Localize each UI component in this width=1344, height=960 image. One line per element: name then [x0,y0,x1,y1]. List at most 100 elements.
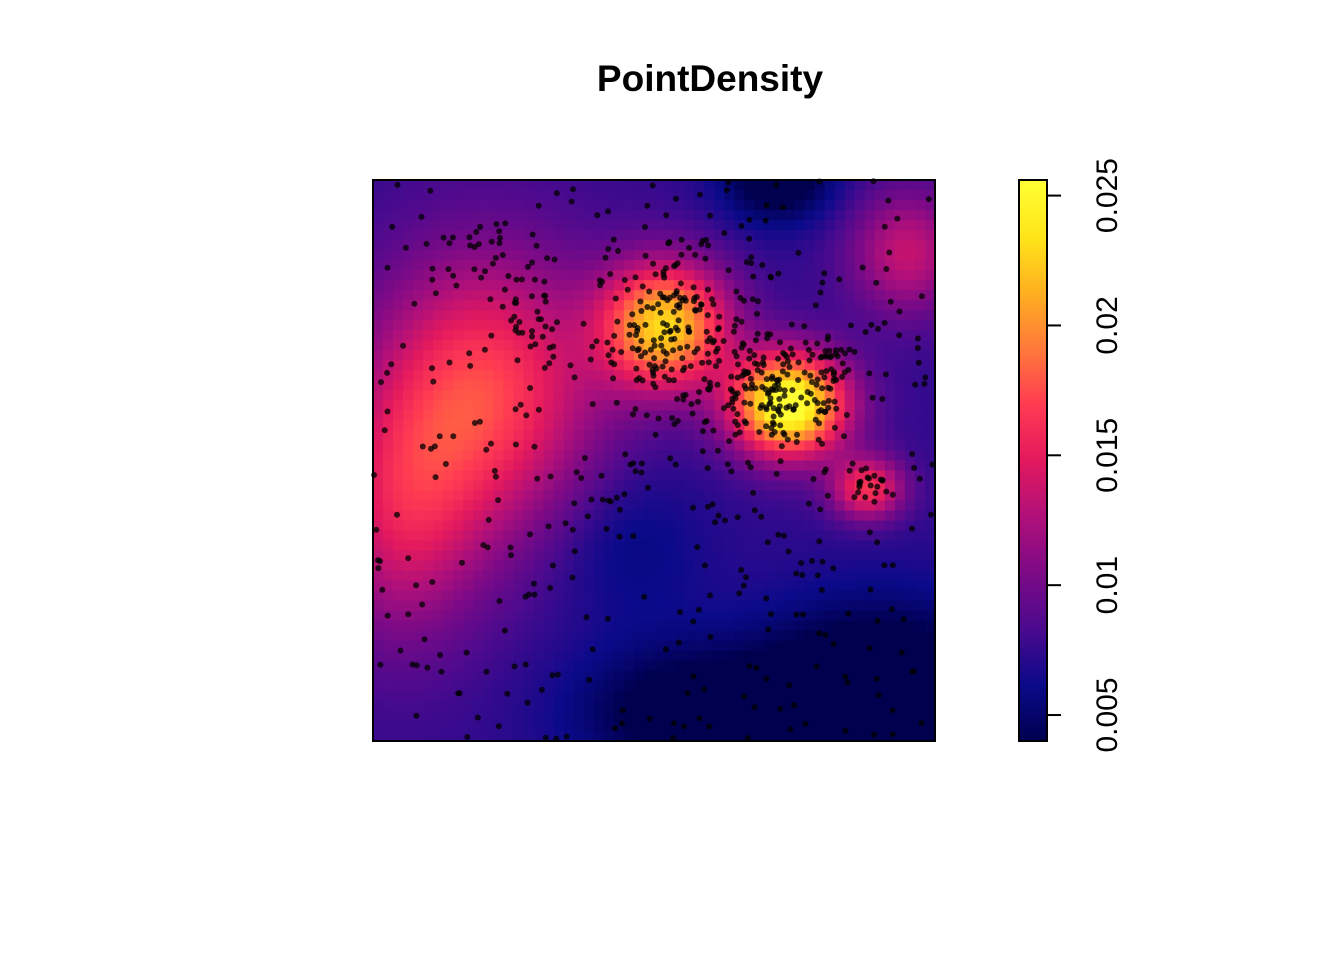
heatmap-cell [473,510,484,522]
heatmap-cell [654,620,665,632]
heatmap-cell [443,390,454,401]
heatmap-cell [563,650,575,662]
heatmap-cell [794,430,806,442]
chart-title: PointDensity [596,58,824,99]
heatmap-cell [834,570,846,582]
heatmap-cell [633,420,645,432]
heatmap-cell [483,680,495,692]
heatmap-cell [393,210,404,221]
heatmap-cell [714,590,725,602]
heatmap-cell [433,560,444,572]
heatmap-cell [613,380,625,391]
heatmap-cell [914,580,926,592]
heatmap-cell [473,550,484,562]
heatmap-cell [794,730,806,742]
heatmap-cell [864,680,876,692]
heatmap-cell [764,310,776,321]
heatmap-cell [744,360,755,371]
heatmap-cell [563,310,575,321]
heatmap-cell [824,510,836,522]
data-point [814,572,821,579]
heatmap-cell [533,590,545,602]
heatmap-cell [513,210,525,221]
heatmap-cell [643,500,655,512]
heatmap-cell [403,350,414,361]
heatmap-cell [744,550,755,562]
heatmap-cell [643,570,655,582]
heatmap-cell [503,340,515,351]
heatmap-cell [874,420,886,432]
heatmap-cell [373,640,384,652]
heatmap-cell [443,310,454,321]
heatmap-cell [393,270,404,281]
heatmap-cell [804,210,816,221]
heatmap-cell [603,580,615,592]
heatmap-cell [413,560,424,572]
data-point [662,646,669,653]
heatmap-cell [884,600,896,612]
heatmap-cell [854,500,866,512]
data-point [777,422,784,429]
heatmap-cell [854,360,866,371]
heatmap-cell [854,470,866,482]
heatmap-cell [744,200,755,211]
data-point [733,288,740,295]
data-point [780,429,787,436]
data-point [545,523,552,530]
heatmap-cell [734,540,745,552]
data-point [734,422,741,429]
data-point [871,731,877,738]
heatmap-cell [674,180,685,191]
heatmap-cell [483,300,495,311]
heatmap-cell [704,250,715,261]
heatmap-cell [593,540,605,552]
heatmap-cell [744,620,755,632]
heatmap-cell [563,390,575,401]
heatmap-cell [473,280,484,291]
heatmap-cell [654,430,665,442]
heatmap-cell [583,710,595,722]
data-point [804,400,811,407]
data-point [886,249,893,256]
heatmap-cell [393,480,404,492]
heatmap-cell [754,570,765,582]
heatmap-cell [684,190,695,201]
data-point [678,236,685,243]
data-point [869,394,876,401]
heatmap-cell [874,190,886,201]
data-point [652,271,659,278]
heatmap-cell [553,520,565,532]
heatmap-cell [473,370,484,381]
heatmap-cell [373,670,384,682]
heatmap-cell [654,440,665,452]
heatmap-cell [463,500,474,512]
heatmap-cell [393,620,404,632]
heatmap-cell [443,200,454,211]
heatmap-cell [714,420,725,432]
heatmap-cell [533,650,545,662]
heatmap-cell [864,380,876,391]
data-point [419,443,426,450]
heatmap-cell [443,260,454,271]
heatmap-cell [694,400,705,412]
heatmap-cell [613,180,625,191]
heatmap-cell [654,210,665,221]
data-point [820,400,827,407]
heatmap-cell [734,680,745,692]
heatmap-cell [393,680,404,692]
heatmap-cell [744,610,755,622]
heatmap-cell [373,290,384,301]
heatmap-cell [413,570,424,582]
data-point [684,690,691,696]
heatmap-cell [613,560,625,572]
heatmap-cell [573,670,585,682]
heatmap-cell [734,530,745,542]
heatmap-cell [874,540,886,552]
data-point [522,593,529,600]
data-point [882,371,889,378]
heatmap-cell [754,490,765,502]
heatmap-cell [684,540,695,552]
heatmap-cell [844,380,856,391]
data-point [453,282,460,289]
data-point [529,259,536,266]
